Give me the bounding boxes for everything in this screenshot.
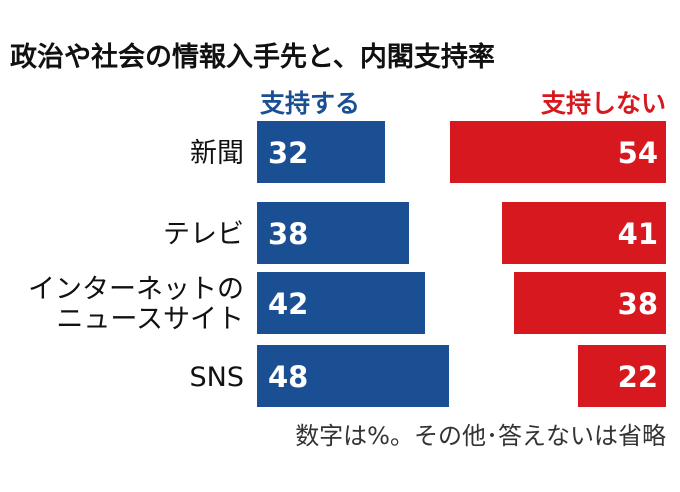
value-label-nonsupport: 41 [618,217,658,251]
category-label: テレビ [163,219,244,250]
category-label: 新聞 [190,138,244,169]
bar-support [257,345,449,407]
bar-nonsupport [578,345,666,407]
bars [257,121,666,407]
value-label-nonsupport: 22 [618,360,658,394]
bar-support [257,272,425,334]
value-label-nonsupport: 38 [618,287,658,321]
bar-support [257,121,385,183]
category-label: インターネットの [28,274,244,305]
value-label-support: 48 [268,360,308,394]
value-label-support: 38 [268,217,308,251]
legend-nonsupport-label: 支持しない [541,89,666,118]
bar-support [257,202,409,264]
bar-nonsupport [450,121,666,183]
bar-nonsupport [514,272,666,334]
value-label-nonsupport: 54 [618,136,658,170]
value-labels: 32 54 38 41 42 38 48 22 [268,136,658,394]
chart-note: 数字は%。その他･答えないは省略 [295,422,666,450]
legend-support-label: 支持する [260,89,360,118]
bar-nonsupport [502,202,666,264]
value-label-support: 32 [268,136,308,170]
category-label: ニュースサイト [56,304,244,335]
category-label: SNS [190,362,244,393]
chart-title: 政治や社会の情報入手先と、内閣支持率 [10,41,495,73]
value-label-support: 42 [268,287,308,321]
